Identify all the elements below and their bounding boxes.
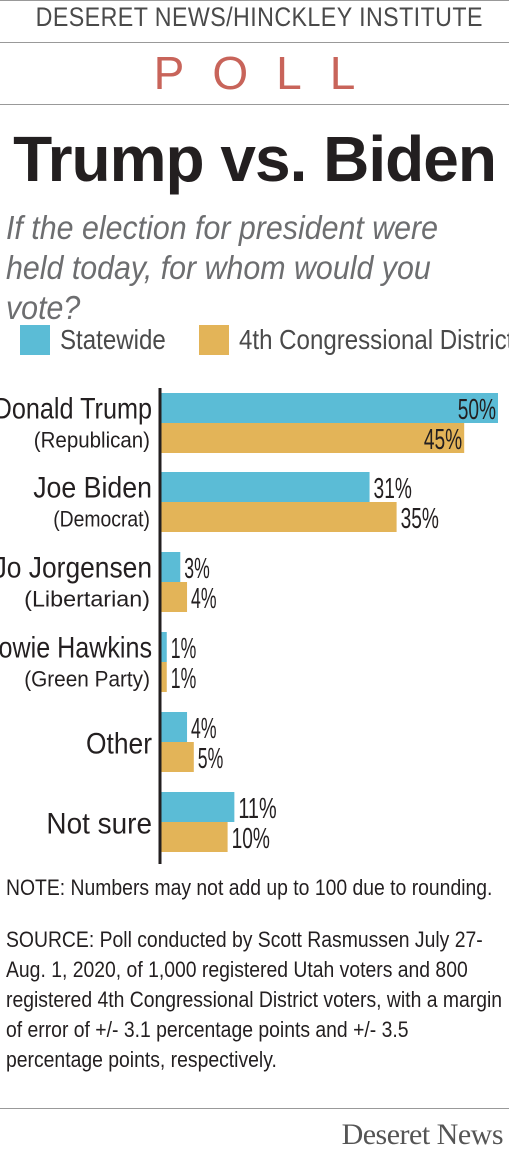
bar-statewide-5: [160, 792, 235, 822]
legend-item-district: 4th Congressional District: [198, 324, 509, 356]
poll-divider: [0, 104, 509, 105]
data-label-district-1: 35%: [401, 503, 439, 535]
publisher-header: DESERET NEWS/HINCKLEY INSTITUTE: [35, 2, 483, 32]
category-sublabel-3: (Green Party): [24, 667, 150, 692]
category-label-1: Joe Biden: [33, 472, 152, 505]
data-label-district-0: 45%: [424, 424, 462, 456]
header-divider: [0, 42, 509, 43]
category-label-3: Howie Hawkins: [0, 632, 152, 665]
bar-statewide-4: [160, 712, 188, 742]
category-label-2: Jo Jorgensen: [0, 552, 152, 585]
bar-district-1: [160, 502, 397, 532]
footer-rule: [0, 1108, 509, 1109]
data-label-statewide-2: 3%: [184, 553, 210, 585]
data-label-statewide-4: 4%: [191, 713, 217, 745]
category-sublabel-0: (Republican): [34, 428, 150, 453]
bar-statewide-2: [160, 552, 181, 582]
bar-district-4: [160, 742, 194, 772]
data-label-statewide-5: 11%: [238, 793, 276, 825]
chart-legend: Statewide 4th Congressional District: [20, 322, 509, 358]
chart-note: NOTE: Numbers may not add up to 100 due …: [6, 875, 493, 900]
category-label-4: Other: [86, 728, 152, 761]
legend-swatch-district: [198, 325, 229, 355]
bar-district-0: [160, 423, 465, 453]
bar-district-2: [160, 582, 188, 612]
category-label-0: Donald Trump: [0, 393, 152, 426]
category-sublabel-1: (Democrat): [53, 507, 150, 532]
bar-chart: 50%45% Donald Trump(Republican) 31%35% Joe …: [0, 388, 498, 864]
legend-swatch-statewide: [20, 325, 50, 355]
category-sublabel-2: (Libertarian): [24, 587, 150, 612]
data-label-statewide-0: 50%: [458, 394, 496, 426]
data-label-statewide-3: 1%: [171, 633, 197, 665]
bar-district-3: [160, 662, 167, 692]
category-label-5: Not sure: [46, 808, 152, 841]
legend-label-statewide: Statewide: [60, 324, 166, 355]
data-label-district-3: 1%: [171, 663, 197, 695]
legend-item-statewide: Statewide: [20, 324, 183, 356]
data-label-district-4: 5%: [198, 743, 224, 775]
legend-label-district: 4th Congressional District: [238, 324, 509, 355]
data-label-statewide-1: 31%: [374, 473, 412, 505]
bar-statewide-3: [160, 632, 167, 662]
bar-statewide-1: [160, 472, 370, 502]
data-label-district-2: 4%: [191, 583, 217, 615]
brand-logo: Deseret News: [341, 1118, 504, 1151]
top-rule: [0, 0, 509, 1]
chart-title: Trump vs. Biden: [13, 123, 497, 195]
chart-source: SOURCE: Poll conducted by Scott Rasmusse…: [6, 927, 503, 1072]
bar-statewide-0: [160, 393, 498, 423]
data-label-district-5: 10%: [232, 823, 270, 855]
poll-heading: POLL: [153, 47, 384, 99]
bar-district-5: [160, 822, 228, 852]
chart-subtitle: If the election for president were held …: [6, 209, 439, 326]
